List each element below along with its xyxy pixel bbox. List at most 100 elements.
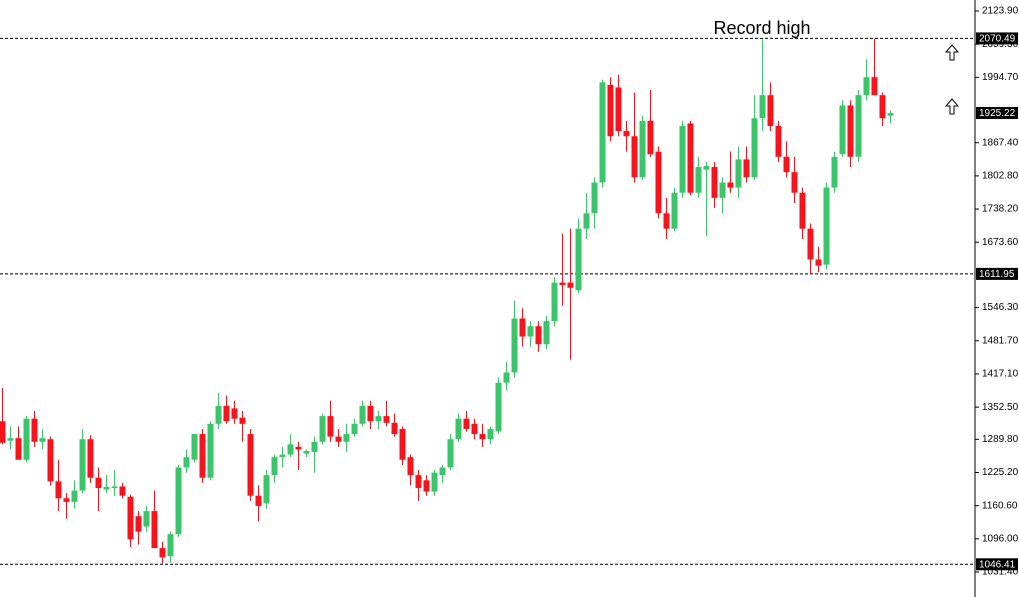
candle-body — [855, 95, 862, 157]
level-label: 1046.41 — [979, 559, 1016, 570]
candle-body — [399, 428, 406, 460]
candle-body — [535, 326, 542, 345]
y-tick-label: 1289.80 — [982, 434, 1019, 445]
candle-body — [231, 408, 238, 419]
candle-body — [671, 192, 678, 229]
candle-body — [119, 486, 126, 496]
candle-body — [143, 511, 150, 527]
candle-body — [871, 77, 878, 96]
candle-body — [55, 481, 62, 499]
candle-body — [79, 439, 86, 491]
y-tick-label: 1546.30 — [982, 302, 1019, 313]
candle-body — [799, 192, 806, 229]
y-tick-label: 1802.80 — [982, 171, 1019, 182]
annotation: Record high — [713, 18, 810, 38]
candle-body — [391, 422, 398, 435]
candle-body — [575, 228, 582, 291]
y-tick-label: 2123.90 — [982, 6, 1019, 17]
candle-body — [583, 213, 590, 229]
candle-body — [727, 182, 734, 188]
y-tick-label: 1481.70 — [982, 335, 1019, 346]
candle-body — [607, 84, 614, 137]
candle-body — [159, 548, 166, 558]
candle-body — [183, 457, 190, 468]
candle-body — [823, 187, 830, 265]
level-label: 1611.95 — [979, 269, 1015, 280]
candle-body — [199, 434, 206, 478]
candle-body — [879, 95, 886, 119]
candle-body — [527, 326, 534, 337]
candle-body — [695, 167, 702, 193]
candle-body — [551, 282, 558, 322]
candle-body — [783, 156, 790, 173]
candle-body — [111, 486, 118, 488]
y-tick-label: 1160.60 — [982, 500, 1018, 511]
candle-body — [103, 486, 110, 490]
y-tick-label: 1225.20 — [982, 467, 1019, 478]
candle-body — [223, 405, 230, 422]
candle-body — [447, 439, 454, 468]
candle-body — [831, 156, 838, 188]
candle-body — [135, 516, 142, 532]
candle-body — [631, 136, 638, 178]
candle-body — [735, 159, 742, 188]
candle-body — [87, 439, 94, 478]
y-tick-label: 1673.60 — [982, 237, 1019, 248]
candle-body — [407, 457, 414, 476]
candle-body — [863, 77, 870, 96]
candle-body — [47, 439, 54, 482]
up-arrow-icon — [944, 98, 960, 115]
candle-body — [215, 405, 222, 424]
candle-body — [191, 434, 198, 460]
candle-body — [559, 282, 566, 286]
candle-body — [207, 423, 214, 478]
y-tick-label: 1417.10 — [982, 369, 1019, 380]
candle-body — [703, 166, 710, 170]
candle-body — [623, 131, 630, 137]
candle-body — [471, 423, 478, 435]
candle-body — [711, 167, 718, 198]
candle-body — [599, 82, 606, 183]
candle-body — [127, 496, 134, 540]
candle-body — [639, 120, 646, 178]
current-price-label: 1925.22 — [979, 108, 1016, 119]
candle-body — [719, 182, 726, 198]
candle-body — [359, 405, 366, 424]
candle-body — [311, 441, 318, 453]
y-tick-label: 1031.40 — [982, 567, 1019, 578]
candle-body — [655, 151, 662, 214]
candle-body — [95, 477, 102, 488]
candle-body — [263, 475, 270, 504]
candle-body — [519, 318, 526, 337]
candle-body — [295, 446, 302, 450]
candle-body — [591, 182, 598, 214]
candle-body — [687, 123, 694, 193]
y-tick-label: 1994.70 — [982, 72, 1019, 83]
candle-body — [463, 418, 470, 429]
candle-body — [7, 438, 14, 441]
candle-body — [0, 421, 6, 443]
candle-body — [503, 372, 510, 383]
candle-body — [167, 534, 174, 557]
candle-body — [815, 259, 822, 266]
candle-body — [239, 417, 246, 424]
candle-body — [23, 418, 30, 460]
candle-body — [807, 228, 814, 260]
candle-body — [31, 418, 38, 442]
level-label-box — [976, 558, 1018, 571]
candle-body — [767, 95, 774, 126]
y-tick-label: 1867.40 — [982, 137, 1019, 148]
candle-body — [63, 498, 70, 502]
candle-body — [383, 416, 390, 423]
candle-body — [647, 120, 654, 155]
candle-body — [847, 105, 854, 157]
candle-body — [887, 113, 894, 116]
candle-body — [15, 438, 22, 460]
up-arrow-icon — [944, 44, 960, 61]
candle-body — [567, 282, 574, 288]
candle-body — [303, 451, 310, 454]
candle-body — [71, 490, 78, 502]
candle-body — [543, 321, 550, 345]
